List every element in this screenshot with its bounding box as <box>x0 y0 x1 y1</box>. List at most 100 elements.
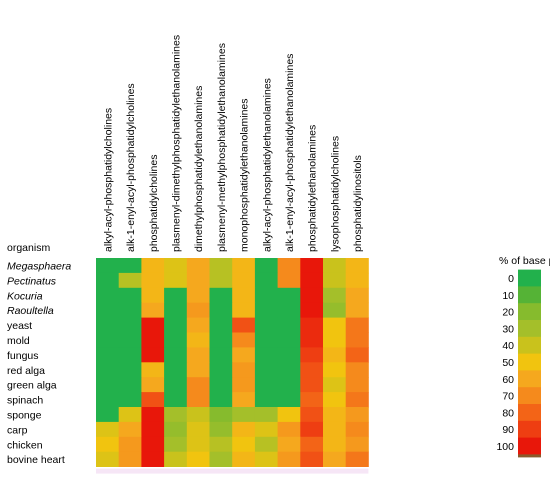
row-label: sponge <box>7 409 42 421</box>
heatmap-cell <box>277 421 301 438</box>
column-label: phosphatidylethanolamines <box>307 125 319 252</box>
heatmap-cell <box>141 258 165 274</box>
heatmap-cell <box>254 451 278 467</box>
heatmap-cell <box>141 407 165 423</box>
heatmap-cell <box>141 362 165 378</box>
row-label: spinach <box>7 395 43 407</box>
heatmap-cell <box>96 421 120 438</box>
heatmap-cell <box>141 421 165 438</box>
legend-swatch <box>518 370 541 388</box>
heatmap-cell <box>277 407 301 423</box>
heatmap-cell <box>164 258 188 274</box>
heatmap-cell <box>254 302 278 318</box>
heatmap-cell <box>96 407 120 423</box>
heatmap-cell <box>323 302 347 318</box>
heatmap-cell <box>323 258 347 274</box>
row-label: fungus <box>7 350 39 362</box>
heatmap-cell <box>118 407 142 423</box>
heatmap-cell <box>96 302 120 318</box>
row-label: Raoultella <box>7 305 54 317</box>
heatmap-cell <box>277 392 301 408</box>
legend-swatch <box>518 387 541 405</box>
heatmap-cells <box>96 258 369 474</box>
heatmap-cell <box>209 272 233 289</box>
heatmap-cell <box>209 317 233 333</box>
heatmap-cell <box>186 332 210 348</box>
legend-swatch <box>518 404 541 422</box>
heatmap-cell <box>96 332 120 348</box>
heatmap-cell <box>254 287 278 304</box>
legend-tick-label: 100 <box>496 441 514 453</box>
heatmap-cell <box>232 347 256 363</box>
heatmap-cell <box>186 287 210 304</box>
heatmap-cell <box>164 332 188 348</box>
heatmap-cell <box>141 451 165 467</box>
heatmap-cell <box>118 287 142 304</box>
heatmap-cell <box>96 377 120 393</box>
heatmap-cell <box>232 287 256 304</box>
heatmap-cell <box>96 317 120 333</box>
legend-tick-label: 80 <box>502 407 514 419</box>
column-label: dimethylphosphatidylethanolamines <box>193 86 205 252</box>
column-label: alkyl-acyl-phosphatidylcholines <box>102 108 114 252</box>
heatmap-cell <box>209 302 233 318</box>
heatmap-cell <box>254 332 278 348</box>
legend-swatch <box>518 269 541 287</box>
heatmap-cell <box>186 407 210 423</box>
heatmap-cell <box>232 362 256 378</box>
heatmap-cell <box>141 287 165 304</box>
row-label: yeast <box>7 320 32 332</box>
row-label: bovine heart <box>7 454 65 466</box>
heatmap-cell <box>300 436 324 453</box>
heatmap-cell <box>300 347 324 363</box>
heatmap-cell <box>186 317 210 333</box>
heatmap-cell <box>300 362 324 378</box>
heatmap-cell <box>323 392 347 408</box>
heatmap-cell <box>186 421 210 438</box>
heatmap-cell <box>232 421 256 438</box>
row-label: Pectinatus <box>7 275 57 287</box>
column-label: phosphatidylinositols <box>352 155 364 252</box>
heatmap-cell <box>118 302 142 318</box>
heatmap-cell <box>232 377 256 393</box>
heatmap-cell <box>209 436 233 453</box>
heatmap-cell <box>118 258 142 274</box>
heatmap-cell <box>96 392 120 408</box>
heatmap-cell <box>345 287 369 304</box>
heatmap-cell <box>232 332 256 348</box>
heatmap-cell <box>209 407 233 423</box>
heatmap-cell <box>209 451 233 467</box>
heatmap-cell <box>254 407 278 423</box>
heatmap-cell <box>277 436 301 453</box>
row-label: Megasphaera <box>7 260 71 272</box>
heatmap-cell <box>277 272 301 289</box>
heatmap-cell <box>141 436 165 453</box>
heatmap-cell <box>277 451 301 467</box>
heatmap-cell <box>254 377 278 393</box>
legend-swatch <box>518 437 541 455</box>
heatmap-cell <box>164 407 188 423</box>
column-label: alk-1-enyl-acyl-phosphatidylethanolamine… <box>284 54 296 252</box>
legend-tick-label: 40 <box>502 340 514 352</box>
heatmap-cell <box>164 272 188 289</box>
heatmap-cell <box>300 272 324 289</box>
heatmap-cell <box>141 347 165 363</box>
heatmap-cell <box>254 392 278 408</box>
heatmap-cell <box>118 377 142 393</box>
heatmap-cell <box>186 258 210 274</box>
legend-tick-label: 90 <box>502 424 514 436</box>
heatmap-cell <box>209 392 233 408</box>
legend-tick-label: 20 <box>502 307 514 319</box>
heatmap-cell <box>323 451 347 467</box>
heatmap-cell <box>186 436 210 453</box>
heatmap-cell <box>254 362 278 378</box>
heatmap-cell <box>300 377 324 393</box>
heatmap-cell <box>323 272 347 289</box>
heatmap-cell <box>254 347 278 363</box>
heatmap-cell <box>186 392 210 408</box>
heatmap-cell <box>232 258 256 274</box>
heatmap-cell <box>345 362 369 378</box>
heatmap-cell <box>118 272 142 289</box>
legend-swatch <box>518 336 541 354</box>
